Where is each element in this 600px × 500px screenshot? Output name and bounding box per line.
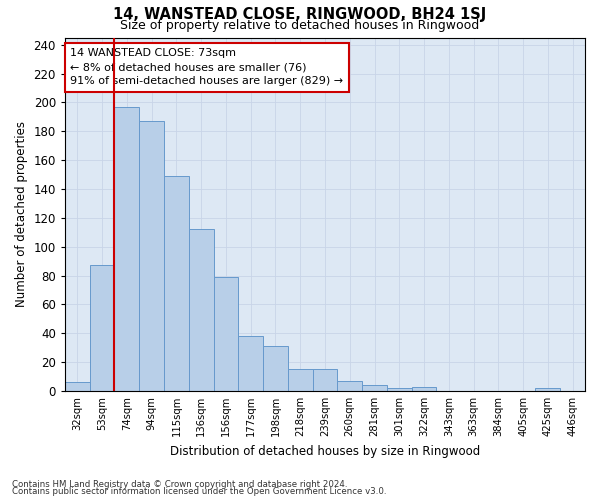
Bar xyxy=(263,346,288,391)
X-axis label: Distribution of detached houses by size in Ringwood: Distribution of detached houses by size … xyxy=(170,444,480,458)
Y-axis label: Number of detached properties: Number of detached properties xyxy=(15,121,28,307)
Bar xyxy=(139,121,164,391)
Text: 14 WANSTEAD CLOSE: 73sqm
← 8% of detached houses are smaller (76)
91% of semi-de: 14 WANSTEAD CLOSE: 73sqm ← 8% of detache… xyxy=(70,48,343,86)
Bar xyxy=(313,370,337,391)
Text: Contains public sector information licensed under the Open Government Licence v3: Contains public sector information licen… xyxy=(12,487,386,496)
Bar xyxy=(535,388,560,391)
Bar xyxy=(362,385,387,391)
Bar xyxy=(115,106,139,391)
Bar xyxy=(189,230,214,391)
Text: 14, WANSTEAD CLOSE, RINGWOOD, BH24 1SJ: 14, WANSTEAD CLOSE, RINGWOOD, BH24 1SJ xyxy=(113,8,487,22)
Text: Contains HM Land Registry data © Crown copyright and database right 2024.: Contains HM Land Registry data © Crown c… xyxy=(12,480,347,489)
Bar xyxy=(412,386,436,391)
Bar xyxy=(90,266,115,391)
Bar xyxy=(387,388,412,391)
Bar xyxy=(164,176,189,391)
Bar xyxy=(337,381,362,391)
Bar xyxy=(288,370,313,391)
Text: Size of property relative to detached houses in Ringwood: Size of property relative to detached ho… xyxy=(121,18,479,32)
Bar xyxy=(238,336,263,391)
Bar xyxy=(65,382,90,391)
Bar xyxy=(214,277,238,391)
